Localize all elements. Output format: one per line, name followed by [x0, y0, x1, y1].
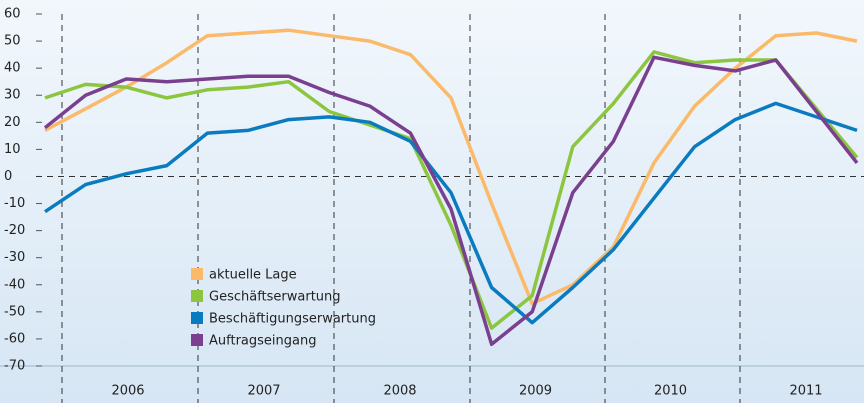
x-band-label: 2008	[383, 384, 416, 399]
y-tick-label: 60	[4, 7, 21, 22]
y-tick-label: -20	[4, 223, 25, 238]
legend-swatch	[191, 312, 203, 324]
legend-label: Beschäftigungserwartung	[209, 312, 376, 327]
x-band-label: 2006	[111, 384, 144, 399]
y-tick-label: -10	[4, 196, 25, 211]
series-line	[44, 28, 858, 306]
legend-swatch	[191, 268, 203, 280]
x-band-label: 2007	[247, 384, 280, 399]
legend-label: Auftragseingang	[209, 334, 316, 349]
y-tick-label: 30	[4, 88, 21, 103]
y-tick-label: 0	[4, 169, 12, 184]
legend-swatch	[191, 290, 203, 302]
y-tick-label: -30	[4, 250, 25, 265]
y-tick-label: -50	[4, 304, 25, 319]
x-band-label: 2011	[789, 384, 822, 399]
series-line	[44, 101, 858, 325]
series-line	[44, 50, 859, 330]
y-tick-label: 50	[4, 34, 21, 49]
legend-label: Geschäftserwartung	[209, 290, 341, 305]
legend-label: aktuelle Lage	[209, 268, 297, 283]
y-tick-label: 10	[4, 142, 21, 157]
y-tick-label: 40	[4, 61, 21, 76]
y-tick-label: -40	[4, 277, 25, 292]
y-tick-label: 20	[4, 115, 21, 130]
series-line	[43, 55, 859, 347]
legend-swatch	[191, 334, 203, 346]
x-band-label: 2010	[654, 384, 687, 399]
y-tick-label: -60	[4, 331, 25, 346]
x-band-label: 2009	[519, 384, 552, 399]
y-tick-label: -70	[4, 359, 25, 374]
